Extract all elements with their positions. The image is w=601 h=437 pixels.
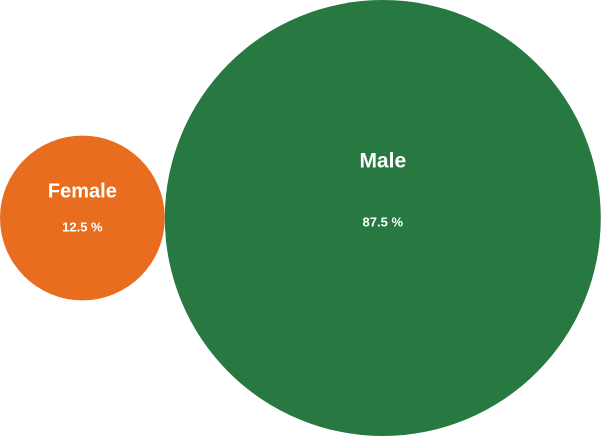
male-bubble-value: 87.5 % bbox=[363, 214, 404, 229]
female-bubble-name: Female bbox=[48, 180, 117, 202]
male-bubble-name: Male bbox=[359, 150, 406, 173]
female-bubble bbox=[0, 135, 165, 301]
male-bubble bbox=[164, 0, 601, 436]
female-bubble-value: 12.5 % bbox=[62, 219, 103, 234]
